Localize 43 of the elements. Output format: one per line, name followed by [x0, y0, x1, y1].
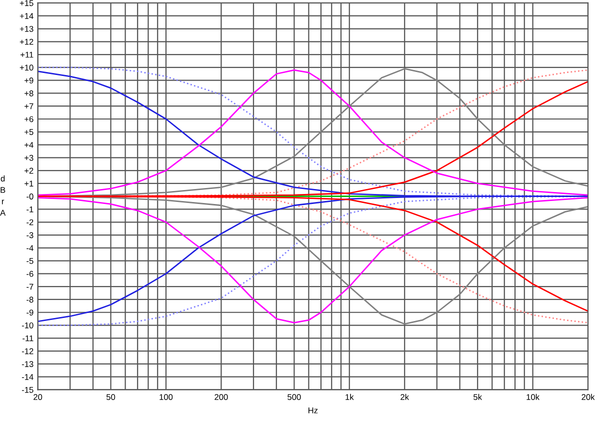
y-tick-label: +12 [20, 38, 34, 45]
y-tick-label: +14 [20, 13, 34, 19]
y-tick-label: +2 [24, 168, 34, 174]
y-tick-label: +8 [24, 90, 34, 96]
y-tick-label: -3 [26, 232, 34, 238]
y-tick-label: -0 [26, 194, 34, 200]
y-tick-label: -15 [22, 387, 34, 393]
x-axis-title: Hz [308, 408, 318, 414]
y-tick-label: +4 [24, 142, 34, 148]
y-tick-label: -8 [26, 296, 34, 303]
y-tick-label: +13 [20, 26, 34, 32]
y-tick-label: -9 [26, 310, 34, 316]
y-tick-label: -14 [22, 374, 34, 380]
x-tick-label: 10k [526, 394, 540, 400]
y-tick-label: -10 [22, 322, 34, 328]
x-tick-label: 1k [346, 394, 354, 400]
y-tick-label: +3 [24, 154, 34, 161]
x-tick-label: 500 [288, 394, 301, 400]
y-tick-label: -4 [26, 245, 34, 251]
y-tick-label: -13 [22, 361, 34, 368]
y-tick-label: -12 [22, 348, 34, 354]
x-tick-label: 5k [474, 394, 482, 400]
y-tick-label: +6 [24, 116, 34, 122]
x-tick-label: 50 [106, 394, 116, 400]
y-tick-label: -7 [26, 284, 34, 290]
y-tick-label: -5 [26, 258, 34, 264]
y-tick-label: -11 [22, 335, 34, 342]
y-tick-label: +15 [20, 0, 34, 6]
x-tick-label: 20k [582, 394, 595, 400]
y-tick-label: -2 [26, 219, 34, 226]
x-tick-label: 20 [34, 394, 42, 400]
y-tick-label: -6 [26, 270, 34, 277]
y-tick-label: +10 [20, 64, 34, 71]
y-tick-label: -1 [26, 206, 34, 212]
x-tick-label: 2k [400, 394, 410, 400]
x-tick-label: 100 [160, 394, 173, 400]
y-tick-label: +7 [24, 103, 34, 110]
y-tick-label: +9 [24, 78, 34, 84]
y-tick-label: +11 [20, 52, 34, 58]
y-axis-title: dBr A [0, 175, 6, 216]
x-tick-label: 200 [214, 394, 228, 400]
y-tick-label: +1 [24, 180, 34, 186]
y-tick-label: +5 [24, 129, 34, 135]
